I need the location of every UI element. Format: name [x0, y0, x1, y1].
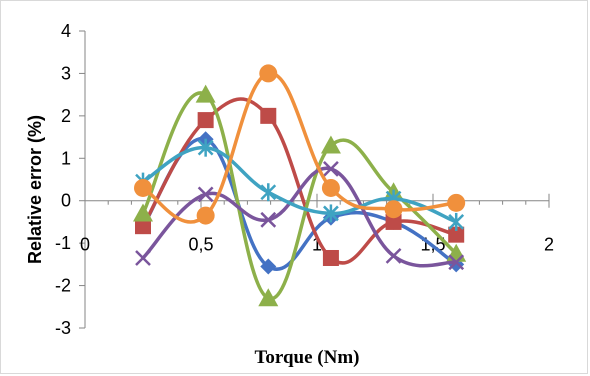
data-point-diamond — [260, 258, 277, 275]
series-layer — [133, 64, 467, 307]
data-point-star — [260, 183, 277, 202]
data-point-star — [448, 212, 465, 231]
x-tick-label: 0,5 — [188, 235, 213, 255]
data-point-circle — [321, 178, 340, 197]
y-tick-label: 3 — [61, 63, 71, 83]
data-point-triangle — [320, 135, 341, 154]
y-tick-label: -2 — [55, 276, 71, 296]
data-point-star — [323, 204, 339, 223]
y-axis-title: Relative error (%) — [25, 115, 45, 264]
data-point-x — [323, 161, 339, 177]
series-line — [141, 145, 458, 224]
data-point-square — [260, 107, 277, 124]
data-point-star — [197, 138, 214, 157]
y-tick-label: -1 — [55, 233, 71, 253]
data-point-circle — [259, 64, 278, 83]
marker-stroke — [135, 250, 151, 266]
data-point-square — [197, 112, 214, 129]
data-point-triangle — [133, 203, 153, 222]
data-point-x — [448, 254, 465, 271]
data-point-square — [448, 226, 465, 243]
series-line — [141, 91, 458, 301]
marker-stroke — [197, 186, 214, 203]
data-point-circle — [384, 200, 403, 219]
series-4 — [135, 161, 465, 271]
data-point-x — [260, 211, 277, 228]
data-point-square — [385, 213, 402, 230]
data-point-x — [385, 247, 402, 264]
marker-stroke — [448, 254, 465, 271]
y-tick-label: -3 — [55, 318, 71, 338]
series-6 — [134, 64, 466, 225]
marker-stroke — [323, 161, 339, 177]
marker-stroke — [260, 211, 277, 228]
y-tick-label: 4 — [61, 21, 71, 41]
data-point-x — [135, 250, 151, 266]
data-point-x — [197, 186, 214, 203]
data-point-circle — [196, 206, 215, 225]
y-tick-label: 0 — [61, 191, 71, 211]
x-tick-label: 2 — [544, 235, 554, 255]
data-point-triangle — [195, 84, 216, 103]
data-point-circle — [447, 193, 466, 212]
x-tick-label: 0 — [80, 235, 90, 255]
x-axis-title: Torque (Nm) — [254, 347, 359, 368]
x-tick-label: 1 — [312, 235, 322, 255]
y-tick-label: 1 — [61, 148, 71, 168]
series-2 — [135, 97, 465, 266]
data-point-circle — [134, 178, 152, 197]
data-point-triangle — [258, 288, 279, 307]
marker-stroke — [385, 247, 402, 264]
data-point-square — [322, 249, 339, 266]
data-point-square — [135, 218, 151, 235]
y-tick-label: 2 — [61, 106, 71, 126]
